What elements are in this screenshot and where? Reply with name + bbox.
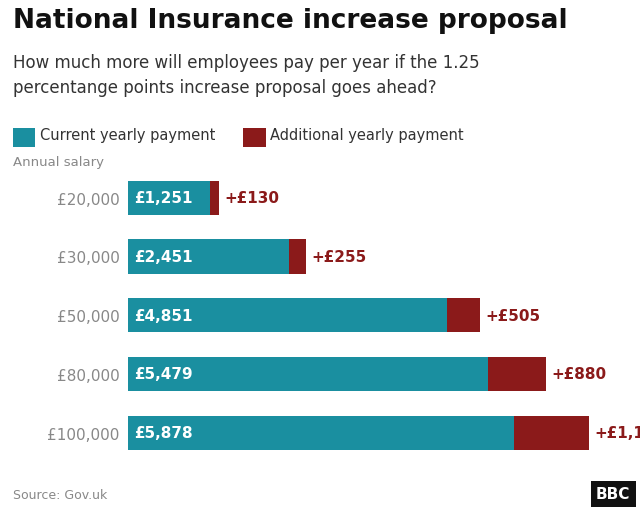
Text: £4,851: £4,851 (134, 308, 193, 323)
Text: Current yearly payment: Current yearly payment (40, 127, 215, 143)
Text: +£130: +£130 (224, 191, 279, 206)
Text: £2,451: £2,451 (134, 249, 193, 265)
Text: +£255: +£255 (311, 249, 366, 265)
Text: BBC: BBC (596, 487, 630, 501)
Bar (128, 416, 515, 450)
Text: +£505: +£505 (485, 308, 540, 323)
Text: +£880: +£880 (551, 366, 606, 382)
Text: £1,251: £1,251 (134, 191, 193, 206)
Text: +£1,130: +£1,130 (594, 426, 640, 440)
Bar (488, 357, 546, 391)
Bar (289, 240, 306, 274)
Text: Source: Gov.uk: Source: Gov.uk (13, 489, 107, 501)
Text: Annual salary: Annual salary (13, 155, 104, 168)
Bar (447, 299, 480, 332)
Bar (128, 357, 488, 391)
Text: £5,479: £5,479 (134, 366, 193, 382)
Text: National Insurance increase proposal: National Insurance increase proposal (13, 8, 568, 34)
Text: Additional yearly payment: Additional yearly payment (270, 127, 464, 143)
Bar (128, 240, 289, 274)
Text: £5,878: £5,878 (134, 426, 193, 440)
Text: How much more will employees pay per year if the 1.25
percentange points increas: How much more will employees pay per yea… (13, 53, 479, 96)
Bar (128, 299, 447, 332)
Bar (128, 181, 210, 215)
Bar (210, 181, 219, 215)
Bar (515, 416, 589, 450)
